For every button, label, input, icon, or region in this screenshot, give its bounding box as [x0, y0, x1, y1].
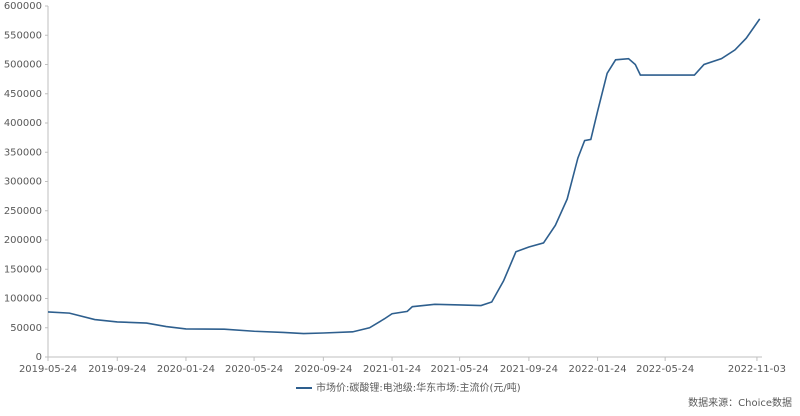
legend-label: 市场价:碳酸锂:电池级:华东市场:主流价(元/吨)	[316, 381, 521, 394]
source-note: 数据来源：Choice数据	[688, 396, 792, 409]
y-tick-label: 400000	[4, 118, 42, 129]
x-tick-label: 2021-05-24	[431, 364, 489, 375]
x-tick-label: 2020-01-24	[157, 364, 215, 375]
y-tick-label: 200000	[4, 235, 42, 246]
x-tick-label: 2021-09-24	[500, 364, 558, 375]
x-tick-label: 2020-09-24	[294, 364, 352, 375]
data-line	[47, 18, 761, 335]
x-tick-label: 2020-05-24	[225, 364, 283, 375]
x-tick-label: 2022-11-03	[728, 364, 786, 375]
x-tick-label: 2022-05-24	[636, 364, 694, 375]
y-tick-label: 450000	[4, 89, 42, 100]
x-tick-label: 2021-01-24	[363, 364, 421, 375]
x-tick-label: 2022-01-24	[569, 364, 627, 375]
y-tick-label: 600000	[4, 1, 42, 12]
y-tick-label: 300000	[4, 177, 42, 188]
x-tick-label: 2019-09-24	[88, 364, 146, 375]
y-tick-label: 350000	[4, 147, 42, 158]
y-tick-label: 150000	[4, 264, 42, 275]
y-tick-label: 0	[36, 352, 42, 363]
y-tick-label: 500000	[4, 60, 42, 71]
y-tick-label: 50000	[10, 323, 42, 334]
y-tick-label: 550000	[4, 30, 42, 41]
y-tick-label: 100000	[4, 294, 42, 305]
y-tick-label: 250000	[4, 206, 42, 217]
x-tick-label: 2019-05-24	[19, 364, 77, 375]
